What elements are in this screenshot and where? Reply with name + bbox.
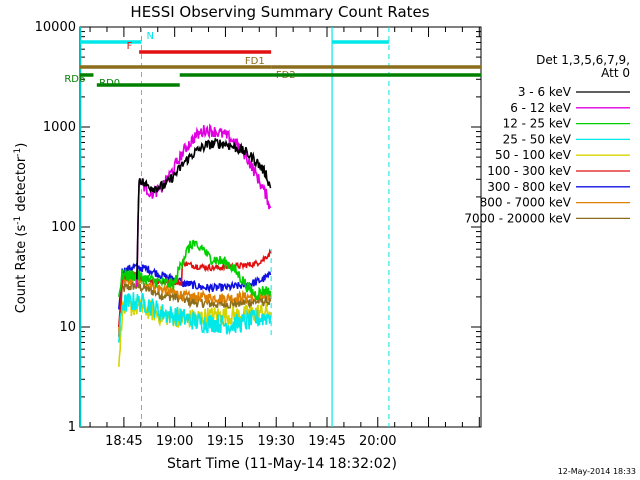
x-tick-label: 19:45 (308, 434, 345, 449)
plot-frame (79, 26, 482, 428)
series-line-3 (118, 292, 272, 343)
flag-label-f: F (127, 41, 133, 52)
x-tick-label: 19:00 (156, 434, 193, 449)
legend-label: 25 - 50 keV (503, 132, 572, 146)
legend-label: 7000 - 20000 keV (464, 211, 571, 225)
series-line-8 (118, 280, 272, 337)
plot-area: 1 10 100 1000 10000 18:45 19:00 19:15 19:30 19:45… (35, 20, 482, 449)
legend-label: 300 - 800 keV (487, 180, 571, 194)
legend-label: 50 - 100 keV (495, 148, 572, 162)
y-axis-label: Count Rate (s-1 detector-1) (13, 143, 29, 314)
flag-label-n: N (147, 31, 154, 42)
legend-header-line1: Det 1,3,5,6,7,9, (536, 53, 630, 67)
y-tick-label: 100 (51, 220, 76, 235)
series-line-0 (136, 138, 272, 280)
legend-label: 100 - 300 keV (487, 164, 571, 178)
chart-title: HESSI Observing Summary Count Rates (130, 3, 429, 21)
series-line-1 (136, 123, 272, 288)
x-tick-label: 19:15 (207, 434, 244, 449)
x-tick-label: 20:00 (359, 434, 396, 449)
series-line-2 (118, 239, 272, 302)
legend-label: 800 - 7000 keV (480, 196, 572, 210)
x-axis-label: Start Time (11-May-14 18:32:02) (167, 456, 397, 472)
legend-label: 3 - 6 keV (518, 85, 572, 99)
legend-header-line2: Att 0 (601, 66, 630, 80)
legend-label: 6 - 12 keV (510, 101, 572, 115)
legend: Det 1,3,5,6,7,9, Att 0 3 - 6 keV 6 - 12 k… (464, 53, 630, 225)
legend-label: 12 - 25 keV (503, 117, 572, 131)
y-tick-label: 10 (59, 320, 76, 335)
y-tick-label: 1 (68, 420, 76, 435)
footer-timestamp: 12-May-2014 18:33 (558, 467, 636, 476)
y-tick-label: 10000 (35, 20, 76, 35)
flag-label-rd6: RD6 (64, 74, 85, 85)
x-tick-label: 18:45 (105, 434, 142, 449)
y-tick-label: 1000 (43, 120, 76, 135)
series-line-4 (118, 296, 272, 367)
x-tick-label: 19:30 (257, 434, 294, 449)
flag-label-fd1: FD1 (245, 56, 265, 67)
